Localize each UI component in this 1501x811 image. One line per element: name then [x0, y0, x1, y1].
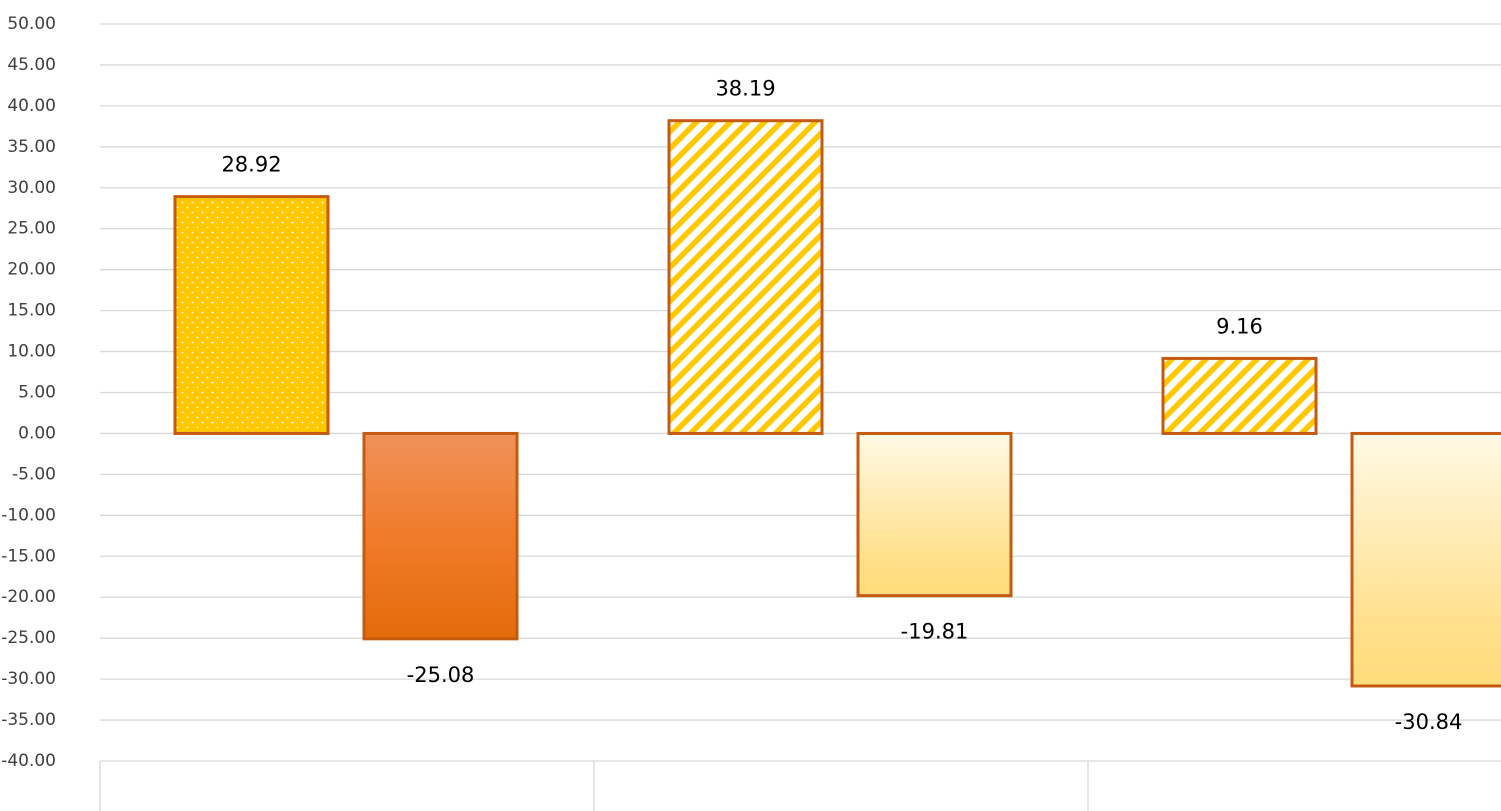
y-axis: 50.00 45.00 40.00 35.00 30.00 25.00 20.00 15.00…: [1, 14, 56, 771]
y-tick-label: 30.00: [7, 178, 56, 198]
data-label: -19.81: [901, 620, 969, 644]
data-label: -30.84: [1395, 710, 1463, 734]
data-labels: 28.92 38.19 9.16 -25.08 -19.81 -30.84: [221, 77, 1462, 734]
y-tick-label: -25.00: [1, 628, 56, 648]
y-tick-label: -10.00: [1, 505, 56, 525]
gridlines: [99, 23, 1501, 811]
y-tick-label: -30.00: [1, 669, 56, 689]
y-tick-label: -35.00: [1, 710, 56, 730]
y-tick-label: 20.00: [7, 260, 56, 280]
y-tick-label: -40.00: [1, 751, 56, 771]
y-tick-label: -5.00: [12, 464, 56, 484]
bar: [667, 119, 824, 435]
y-tick-label: 0.00: [18, 423, 56, 443]
bar: [1161, 356, 1318, 435]
y-tick-label: 50.00: [7, 14, 56, 34]
y-tick-label: 15.00: [7, 301, 56, 321]
data-label: 28.92: [221, 153, 281, 177]
data-label: 9.16: [1216, 314, 1263, 338]
y-tick-label: 5.00: [18, 383, 56, 403]
bar: [856, 431, 1013, 598]
y-tick-label: 25.00: [7, 219, 56, 239]
bars: [173, 119, 1501, 688]
y-tick-label: 40.00: [7, 96, 56, 116]
bar: [362, 431, 519, 641]
y-tick-label: -15.00: [1, 546, 56, 566]
y-tick-label: 45.00: [7, 55, 56, 75]
y-tick-label: 35.00: [7, 137, 56, 157]
y-tick-label: -20.00: [1, 587, 56, 607]
bar: [173, 195, 330, 435]
data-label: 38.19: [715, 77, 775, 101]
bar: [1350, 431, 1501, 688]
y-tick-label: 10.00: [7, 342, 56, 362]
data-label: -25.08: [407, 663, 475, 687]
